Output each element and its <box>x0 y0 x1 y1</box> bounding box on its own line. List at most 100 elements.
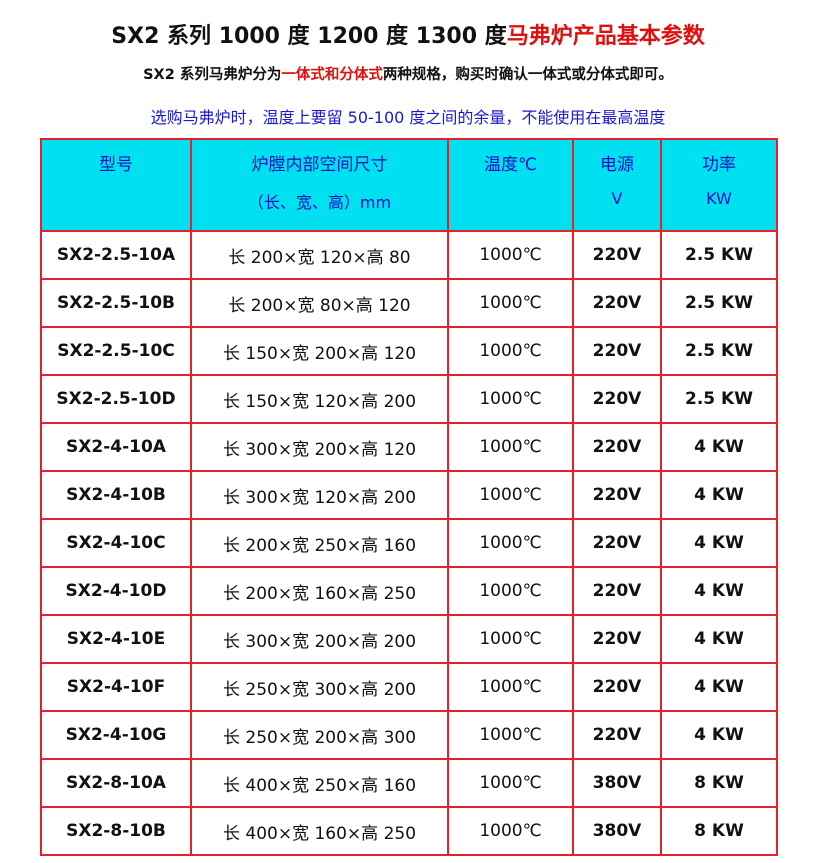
table-cell: 220V <box>572 566 662 616</box>
table-cell: 1000℃ <box>447 374 574 424</box>
table-cell: 1000℃ <box>447 278 574 328</box>
table-cell: 1000℃ <box>447 710 574 760</box>
table-cell: 220V <box>572 470 662 520</box>
table-cell: 长 300×宽 120×高 200 <box>190 470 449 520</box>
table-cell: 220V <box>572 518 662 568</box>
table-cell: SX2-8-10A <box>40 758 192 808</box>
header-cell: 炉膛内部空间尺寸 （长、宽、高）mm <box>190 138 449 232</box>
table-cell: 2.5 KW <box>660 326 778 376</box>
table-row: SX2-2.5-10C 长 150×宽 200×高 120 1000℃ 220V 2.5… <box>40 326 778 376</box>
table-cell: 220V <box>572 710 662 760</box>
table-cell: 2.5 KW <box>660 374 778 424</box>
table-cell: 220V <box>572 422 662 472</box>
table-row: SX2-4-10D 长 200×宽 160×高 250 1000℃ 220V 4 KW <box>40 566 778 616</box>
title-text: SX2 系列 1000 度 1200 度 1300 度 <box>111 24 507 49</box>
table-cell: 1000℃ <box>447 326 574 376</box>
table-cell: 380V <box>572 806 662 856</box>
note-text: SX2 系列马弗炉分为 <box>143 67 282 83</box>
table-row: SX2-4-10C 长 200×宽 250×高 160 1000℃ 220V 4 KW <box>40 518 778 568</box>
header-cell: 型号 <box>40 138 192 232</box>
header-text: 型号 <box>99 155 133 175</box>
table-cell: 8 KW <box>660 758 778 808</box>
table-cell: 长 200×宽 250×高 160 <box>190 518 449 568</box>
spec-table: 型号 炉膛内部空间尺寸 （长、宽、高）mm 温度℃ 电源 V 功率 KW SX2-2.5-10… <box>40 138 778 856</box>
table-cell: 1000℃ <box>447 614 574 664</box>
header-text: 温度℃ <box>483 155 538 175</box>
table-row: SX2-2.5-10D 长 150×宽 120×高 200 1000℃ 220V 2.5… <box>40 374 778 424</box>
title-highlight: 马弗炉产品基本参数 <box>506 24 705 49</box>
table-cell: SX2-4-10E <box>40 614 192 664</box>
table-cell: 8 KW <box>660 806 778 856</box>
header-text: 功率 <box>702 155 736 175</box>
table-row: SX2-8-10B 长 400×宽 160×高 250 1000℃ 380V 8 KW <box>40 806 778 856</box>
table-row: SX2-4-10A 长 300×宽 200×高 120 1000℃ 220V 4 KW <box>40 422 778 472</box>
header-cell: 温度℃ <box>447 138 574 232</box>
note: SX2 系列马弗炉分为一体式和分体式两种规格，购买时确认一体式或分体式即可。 <box>0 63 816 84</box>
table-cell: 长 400×宽 250×高 160 <box>190 758 449 808</box>
table-cell: SX2-2.5-10B <box>40 278 192 328</box>
table-row: SX2-4-10F 长 250×宽 300×高 200 1000℃ 220V 4 KW <box>40 662 778 712</box>
table-cell: 4 KW <box>660 470 778 520</box>
header-text: （长、宽、高）mm <box>247 193 392 212</box>
header-cell: 功率 KW <box>660 138 778 232</box>
table-row: SX2-8-10A 长 400×宽 250×高 160 1000℃ 380V 8 KW <box>40 758 778 808</box>
header-row: 型号 炉膛内部空间尺寸 （长、宽、高）mm 温度℃ 电源 V 功率 KW <box>40 138 778 232</box>
table-cell: 220V <box>572 662 662 712</box>
table-cell: 4 KW <box>660 662 778 712</box>
table-cell: SX2-2.5-10D <box>40 374 192 424</box>
table-cell: 1000℃ <box>447 758 574 808</box>
table-cell: 长 300×宽 200×高 120 <box>190 422 449 472</box>
table-cell: 长 250×宽 200×高 300 <box>190 710 449 760</box>
table-cell: SX2-8-10B <box>40 806 192 856</box>
header-cell: 电源 V <box>572 138 662 232</box>
table-cell: 长 150×宽 120×高 200 <box>190 374 449 424</box>
table-cell: 2.5 KW <box>660 278 778 328</box>
table-cell: SX2-2.5-10A <box>40 230 192 280</box>
table-cell: 长 200×宽 80×高 120 <box>190 278 449 328</box>
table-cell: 长 150×宽 200×高 120 <box>190 326 449 376</box>
table-cell: SX2-4-10C <box>40 518 192 568</box>
table-cell: SX2-2.5-10C <box>40 326 192 376</box>
table-cell: SX2-4-10G <box>40 710 192 760</box>
table-cell: SX2-4-10F <box>40 662 192 712</box>
note-highlight: 一体式和分体式 <box>281 67 383 83</box>
advice: 选购马弗炉时，温度上要留 50-100 度之间的余量，不能使用在最高温度 <box>150 108 666 127</box>
title: SX2 系列 1000 度 1200 度 1300 度马弗炉产品基本参数 <box>0 18 816 50</box>
table-row: SX2-2.5-10A 长 200×宽 120×高 80 1000℃ 220V 2.5 … <box>40 230 778 280</box>
table-cell: 1000℃ <box>447 566 574 616</box>
table-cell: 4 KW <box>660 566 778 616</box>
header-text: V <box>611 189 623 208</box>
table-cell: 220V <box>572 326 662 376</box>
table-row: SX2-4-10G 长 250×宽 200×高 300 1000℃ 220V 4 KW <box>40 710 778 760</box>
table-cell: 220V <box>572 278 662 328</box>
table-cell: 4 KW <box>660 422 778 472</box>
header-text: KW <box>706 189 732 208</box>
header-text: 电源 <box>600 155 634 175</box>
table-row: SX2-2.5-10B 长 200×宽 80×高 120 1000℃ 220V 2.5 … <box>40 278 778 328</box>
table-cell: 2.5 KW <box>660 230 778 280</box>
table-cell: 4 KW <box>660 518 778 568</box>
table-cell: 1000℃ <box>447 470 574 520</box>
table-cell: 1000℃ <box>447 806 574 856</box>
table-cell: 长 300×宽 200×高 200 <box>190 614 449 664</box>
note-text: 两种规格，购买时确认一体式或分体式即可。 <box>382 67 673 83</box>
table-cell: 长 200×宽 160×高 250 <box>190 566 449 616</box>
table-cell: 220V <box>572 230 662 280</box>
table-cell: 220V <box>572 614 662 664</box>
header-text: 炉膛内部空间尺寸 <box>251 155 388 175</box>
table-cell: 1000℃ <box>447 230 574 280</box>
table-cell: SX2-4-10A <box>40 422 192 472</box>
table-cell: 长 200×宽 120×高 80 <box>190 230 449 280</box>
table-cell: SX2-4-10B <box>40 470 192 520</box>
table-cell: 1000℃ <box>447 662 574 712</box>
table-cell: 长 400×宽 160×高 250 <box>190 806 449 856</box>
table-cell: 1000℃ <box>447 422 574 472</box>
table-row: SX2-4-10E 长 300×宽 200×高 200 1000℃ 220V 4 KW <box>40 614 778 664</box>
table-cell: 220V <box>572 374 662 424</box>
table-cell: 4 KW <box>660 614 778 664</box>
table-cell: 4 KW <box>660 710 778 760</box>
table-cell: 长 250×宽 300×高 200 <box>190 662 449 712</box>
table-row: SX2-4-10B 长 300×宽 120×高 200 1000℃ 220V 4 KW <box>40 470 778 520</box>
table-cell: 380V <box>572 758 662 808</box>
